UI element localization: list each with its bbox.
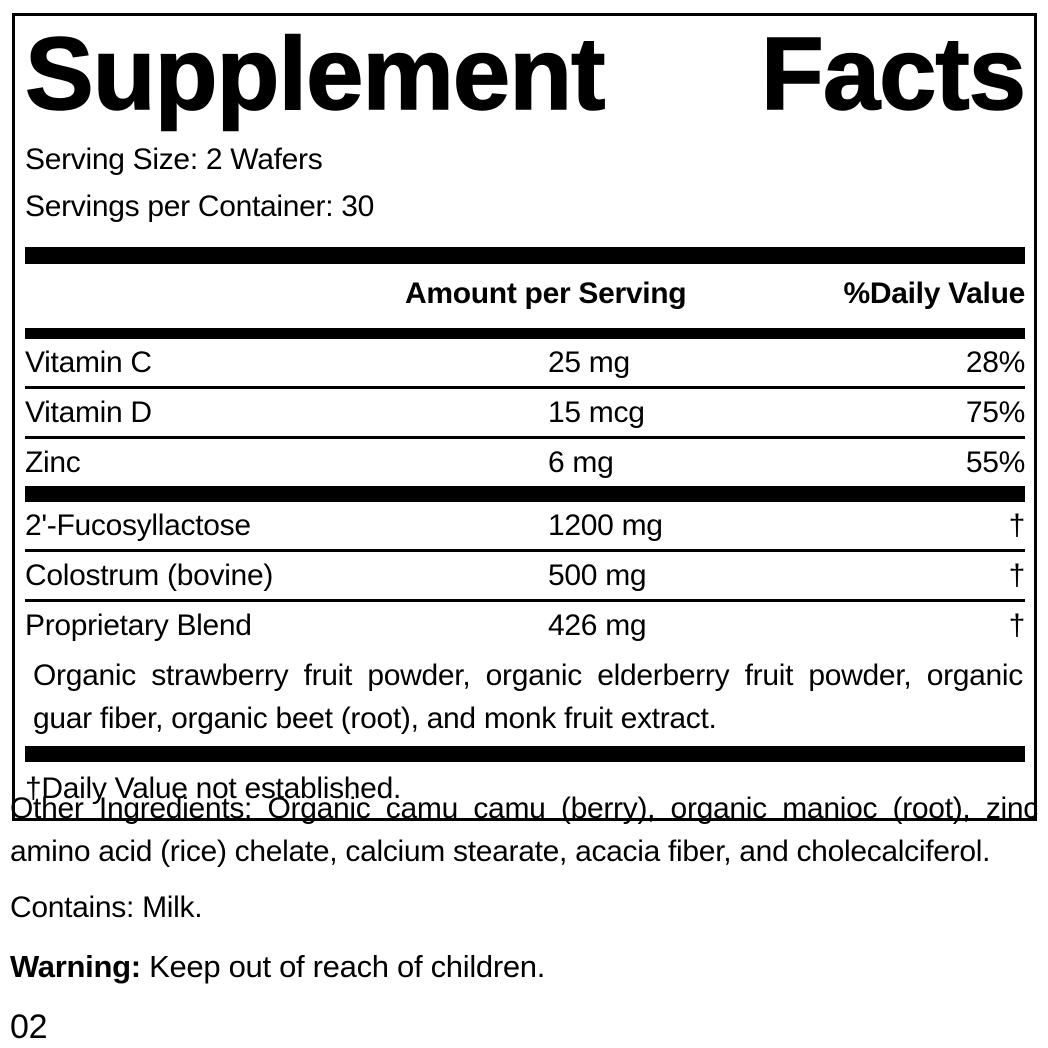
warning-label: Warning: [10,949,141,984]
ingredient-row: Proprietary Blend 426 mg † [25,602,1025,649]
ingredient-amount: 1200 mg [548,509,663,542]
product-code: 02 [10,1008,48,1046]
warning-text: Keep out of reach of children. [140,949,546,984]
nutrient-daily-value: 75% [965,396,1025,429]
nutrient-row: Zinc 6 mg 55% [25,439,1025,486]
nutrient-name: Vitamin D [25,396,152,429]
divider-bar-bottom [25,746,1025,762]
proprietary-blend-description: Organic strawberry fruit powder, organic… [33,659,1023,735]
other-ingredients: Other Ingredients: Organic camu camu (be… [10,792,1038,868]
ingredient-name: 2'-Fucosyllactose [25,509,251,542]
ingredient-amount: 500 mg [548,559,647,592]
ingredient-row: 2'-Fucosyllactose 1200 mg † [25,502,1025,552]
ingredient-daily-value: † [1008,609,1026,642]
nutrient-row: Vitamin D 15 mcg 75% [25,389,1025,439]
daily-value-header: %Daily Value [843,277,1026,310]
divider-bar-under-header [25,328,1025,339]
supplement-facts-panel: Supplement Facts Serving Size: 2 Wafers … [12,13,1037,821]
nutrient-amount: 25 mg [548,346,630,379]
serving-size: Serving Size: 2 Wafers [25,143,323,176]
ingredient-row: Colostrum (bovine) 500 mg † [25,552,1025,602]
nutrient-amount: 6 mg [548,446,614,479]
daily-value-footnote: †Daily Value not established. [25,772,401,805]
title-word-facts: Facts [760,16,1027,131]
ingredient-daily-value: † [1008,559,1026,592]
nutrient-name: Vitamin C [25,346,152,379]
title-word-supplement: Supplement [24,16,606,131]
column-headers: Amount per Serving %Daily Value [25,264,1025,328]
ingredient-daily-value: † [1008,509,1026,542]
nutrient-name: Zinc [25,446,81,479]
contains-statement: Contains: Milk. [10,891,203,924]
warning-statement: Warning: Keep out of reach of children. [10,948,1038,986]
panel-title: Supplement Facts [24,16,1027,131]
nutrient-amount: 15 mcg [548,396,645,429]
ingredient-name: Proprietary Blend [25,609,252,642]
ingredient-amount: 426 mg [548,609,647,642]
servings-per-container: Servings per Container: 30 [25,190,375,223]
serving-info: Serving Size: 2 Wafers Servings per Cont… [25,136,1025,230]
nutrient-daily-value: 28% [965,346,1025,379]
nutrient-daily-value: 55% [965,446,1025,479]
amount-per-serving-header: Amount per Serving [405,277,687,310]
ingredient-name: Colostrum (bovine) [25,559,274,592]
divider-bar-top [25,247,1025,264]
divider-bar-middle [25,486,1025,502]
nutrient-row: Vitamin C 25 mg 28% [25,339,1025,389]
